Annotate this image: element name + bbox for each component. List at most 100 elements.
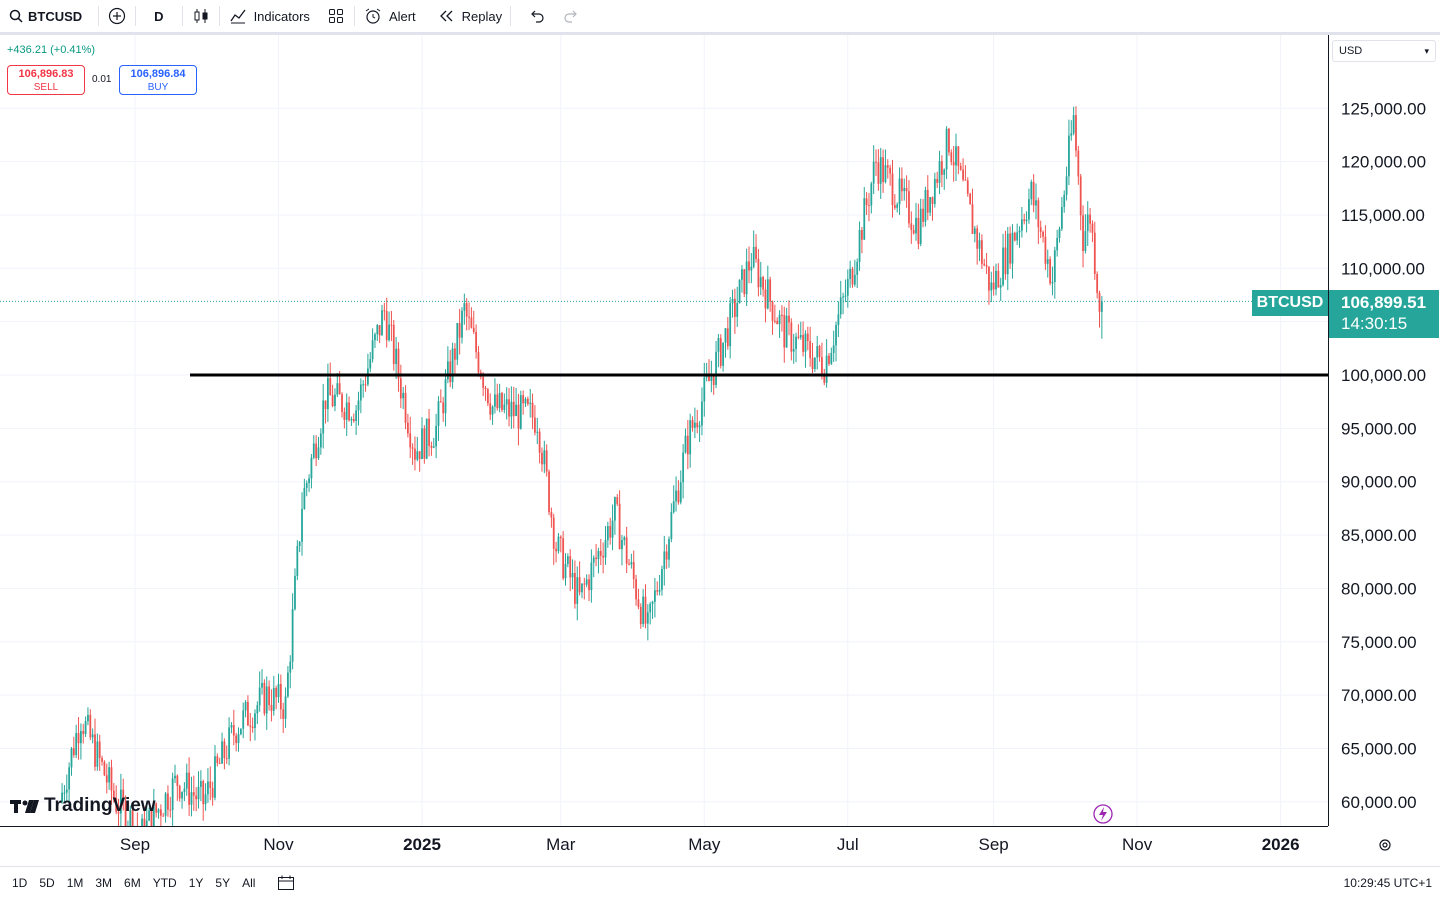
- candle: [419, 451, 421, 472]
- candle: [301, 492, 303, 556]
- candlestick-chart[interactable]: [0, 35, 1328, 826]
- candle: [892, 160, 894, 218]
- price-tick-label: 125,000.00: [1341, 99, 1426, 118]
- range-1d[interactable]: 1D: [6, 876, 33, 890]
- tradingview-logo[interactable]: TradingView: [10, 795, 156, 817]
- range-1y[interactable]: 1Y: [183, 876, 210, 890]
- candle: [89, 709, 91, 740]
- candle: [104, 760, 106, 776]
- interval-label: D: [154, 9, 163, 24]
- price-tick-label: 70,000.00: [1341, 686, 1417, 705]
- buy-price: 106,896.84: [120, 68, 196, 81]
- range-3m[interactable]: 3M: [89, 876, 118, 890]
- alert-button[interactable]: Alert: [363, 0, 416, 32]
- currency-select[interactable]: USD ▾: [1332, 40, 1436, 62]
- candle: [694, 408, 696, 439]
- candle: [939, 151, 941, 194]
- indicators-button[interactable]: Indicators: [228, 0, 310, 32]
- candle: [668, 536, 670, 567]
- candle: [454, 343, 456, 375]
- symbol-label: BTCUSD: [28, 9, 82, 24]
- candle: [440, 389, 442, 402]
- divider: [182, 6, 183, 26]
- candle: [478, 346, 480, 377]
- candle: [543, 441, 545, 473]
- lightning-icon[interactable]: [1092, 803, 1114, 830]
- candle: [1049, 256, 1051, 285]
- candle: [459, 309, 461, 355]
- range-ytd[interactable]: YTD: [147, 876, 183, 890]
- candle: [179, 785, 181, 802]
- candle: [1054, 247, 1056, 299]
- candle: [781, 305, 783, 331]
- candle: [362, 380, 364, 398]
- sell-button[interactable]: 106,896.83 SELL: [7, 65, 85, 95]
- candle: [94, 719, 96, 771]
- clock-label[interactable]: 10:29:45 UTC+1: [1344, 876, 1432, 890]
- candle: [1089, 208, 1091, 233]
- candle: [263, 679, 265, 715]
- candles: [61, 106, 1103, 826]
- candle: [259, 671, 261, 711]
- range-6m[interactable]: 6M: [118, 876, 147, 890]
- candle: [360, 378, 362, 413]
- candle: [899, 167, 901, 214]
- candle: [885, 150, 887, 184]
- candle: [353, 413, 355, 422]
- candle: [955, 134, 957, 181]
- candle: [336, 373, 338, 397]
- range-all[interactable]: All: [236, 876, 261, 890]
- range-5y[interactable]: 5Y: [209, 876, 236, 890]
- candle: [854, 260, 856, 287]
- interval-button[interactable]: D: [144, 0, 173, 32]
- candle: [254, 709, 256, 740]
- candle: [649, 602, 651, 625]
- chart-pane[interactable]: [0, 35, 1328, 826]
- candle: [466, 298, 468, 330]
- candle: [548, 470, 550, 516]
- candle: [593, 555, 595, 577]
- candle: [311, 454, 313, 488]
- candle: [1021, 207, 1023, 238]
- price-tick-label: 95,000.00: [1341, 419, 1417, 438]
- candle: [682, 444, 684, 498]
- compare-add-icon[interactable]: [107, 6, 127, 26]
- symbol-search[interactable]: BTCUSD: [0, 0, 82, 32]
- candle: [318, 437, 320, 460]
- candle: [80, 723, 82, 759]
- candle: [320, 428, 322, 455]
- range-5d[interactable]: 5D: [33, 876, 60, 890]
- candle: [428, 409, 430, 456]
- candle: [492, 405, 494, 425]
- time-tick-label: Mar: [546, 835, 576, 854]
- replay-button[interactable]: Replay: [436, 0, 502, 32]
- range-1m[interactable]: 1M: [61, 876, 90, 890]
- redo-icon[interactable]: [561, 6, 581, 26]
- sell-label: SELL: [8, 81, 84, 94]
- settings-icon[interactable]: [1378, 838, 1392, 857]
- candle: [487, 388, 489, 406]
- layouts-icon[interactable]: [326, 6, 346, 26]
- candle: [969, 193, 971, 205]
- candle: [560, 535, 562, 552]
- calendar-icon[interactable]: [277, 875, 295, 891]
- candle: [774, 305, 776, 324]
- candle: [520, 391, 522, 430]
- candle: [313, 435, 315, 459]
- candle: [108, 762, 110, 790]
- candle: [790, 318, 792, 360]
- buy-button[interactable]: 106,896.84 BUY: [119, 65, 197, 95]
- candle: [635, 575, 637, 606]
- price-tick-label: 120,000.00: [1341, 153, 1426, 172]
- candle: [1005, 231, 1007, 280]
- candle: [522, 390, 524, 414]
- candle: [348, 396, 350, 421]
- candle: [605, 526, 607, 565]
- candle: [718, 334, 720, 367]
- undo-icon[interactable]: [527, 6, 547, 26]
- candle: [917, 204, 919, 250]
- candle: [915, 203, 917, 241]
- candles-icon[interactable]: [191, 6, 211, 26]
